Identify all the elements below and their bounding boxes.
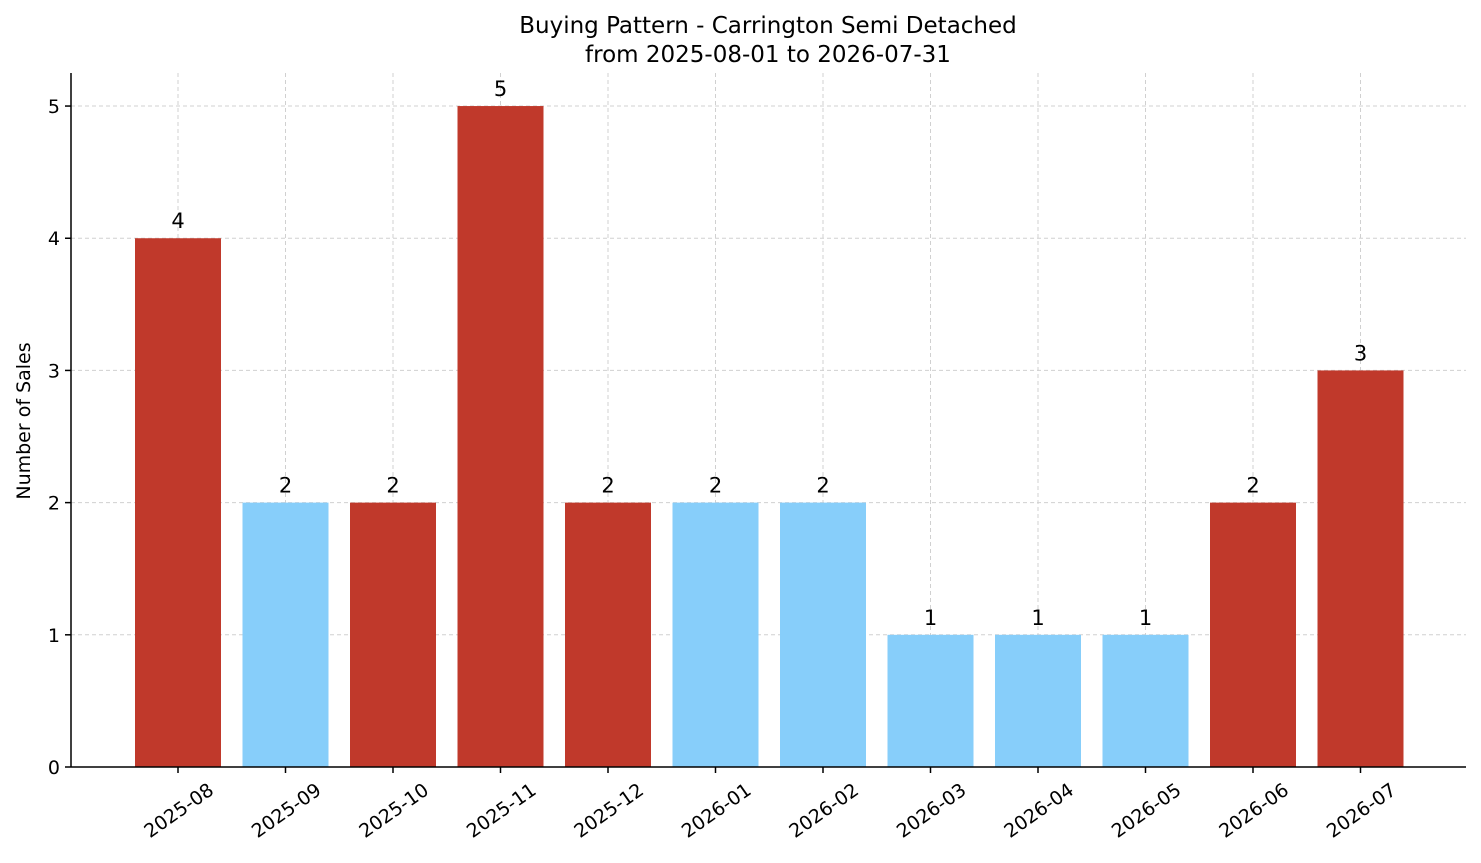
y-ticks: 0 1 2 3 4 5 bbox=[48, 96, 71, 779]
bar-2025-08 bbox=[135, 238, 221, 767]
bars bbox=[135, 106, 1404, 768]
bar-2026-03 bbox=[887, 634, 974, 767]
x-ticks: 2025-08 2025-09 2025-10 2025-11 2025-12 2026-… bbox=[140, 767, 1400, 843]
y-axis-label: Number of Sales bbox=[13, 342, 35, 499]
x-tick-label: 2025-09 bbox=[248, 779, 326, 843]
bar-value-label: 2 bbox=[816, 474, 829, 498]
bar-value-label: 5 bbox=[494, 77, 507, 101]
x-tick-label: 2025-08 bbox=[140, 779, 218, 843]
x-tick-label: 2025-11 bbox=[463, 779, 541, 843]
y-tick-label: 4 bbox=[48, 228, 60, 250]
bar-value-label: 1 bbox=[1031, 606, 1044, 630]
axes bbox=[70, 73, 1466, 768]
x-tick-label: 2026-01 bbox=[678, 779, 756, 843]
x-tick-label: 2025-12 bbox=[570, 779, 648, 843]
x-tick-label: 2026-02 bbox=[785, 779, 863, 843]
chart-subtitle: from 2025-08-01 to 2026-07-31 bbox=[585, 42, 951, 68]
bar-2025-09 bbox=[242, 502, 329, 767]
x-tick-label: 2026-03 bbox=[893, 779, 971, 843]
bar-value-label: 2 bbox=[279, 474, 292, 498]
bar-value-label: 2 bbox=[386, 474, 399, 498]
x-tick-label: 2026-06 bbox=[1215, 779, 1293, 843]
bar-2026-02 bbox=[780, 502, 866, 767]
bar-value-label: 1 bbox=[1139, 606, 1152, 630]
bar-2026-04 bbox=[995, 634, 1081, 767]
x-tick-label: 2026-04 bbox=[1000, 779, 1078, 843]
bar-value-label: 2 bbox=[1246, 474, 1259, 498]
bar-value-label: 4 bbox=[171, 209, 184, 233]
x-tick-label: 2026-07 bbox=[1323, 779, 1401, 843]
x-tick-label: 2026-05 bbox=[1108, 779, 1186, 843]
y-tick-label: 0 bbox=[48, 757, 60, 779]
bar-value-label: 1 bbox=[924, 606, 937, 630]
y-tick-label: 5 bbox=[48, 96, 60, 118]
y-tick-label: 1 bbox=[48, 625, 60, 647]
bar-2026-01 bbox=[672, 502, 759, 767]
x-tick-label: 2025-10 bbox=[355, 779, 433, 843]
bar-value-label: 2 bbox=[709, 474, 722, 498]
bar-2025-12 bbox=[565, 502, 651, 767]
bar-value-label: 3 bbox=[1354, 341, 1367, 365]
bar-value-label: 2 bbox=[601, 474, 614, 498]
bar-2026-07 bbox=[1317, 370, 1404, 767]
bar-2025-10 bbox=[350, 502, 436, 767]
bar-2026-06 bbox=[1210, 502, 1296, 767]
y-tick-label: 2 bbox=[48, 493, 60, 515]
y-tick-label: 3 bbox=[48, 360, 60, 382]
chart-title: Buying Pattern - Carrington Semi Detache… bbox=[519, 13, 1017, 39]
bar-value-labels: 4 2 2 5 2 2 2 1 1 1 2 3 bbox=[171, 77, 1367, 630]
bar-2026-05 bbox=[1102, 634, 1189, 767]
bar-2025-11 bbox=[457, 106, 544, 768]
